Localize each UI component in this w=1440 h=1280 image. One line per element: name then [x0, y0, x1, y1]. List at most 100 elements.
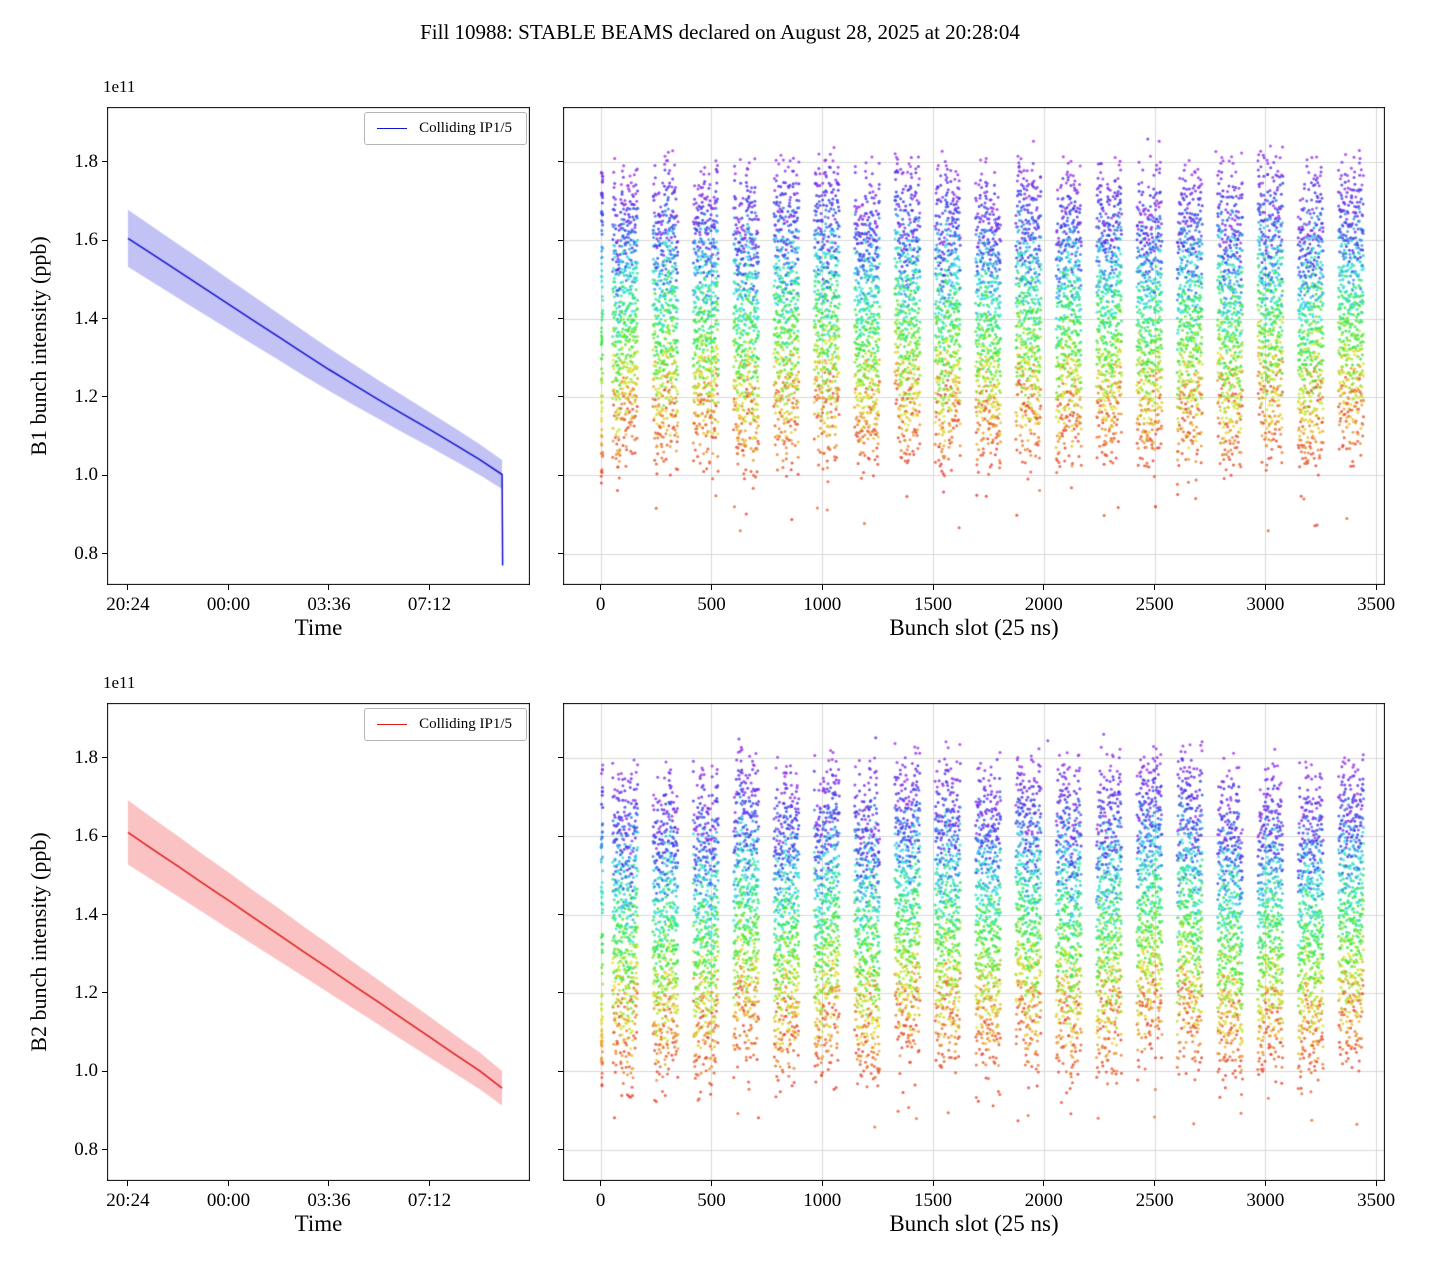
x-tick-label: 2000 — [1024, 1190, 1063, 1211]
legend-label-b2: Colliding IP1/5 — [419, 716, 512, 732]
figure-title: Fill 10988: STABLE BEAMS declared on Aug… — [420, 20, 1020, 44]
y-tick-label: 1.0 — [74, 464, 98, 486]
x-tick-mark — [328, 1181, 330, 1186]
subplot-b1-intensity-vs-time: 1e11 B1 bunch intensity (ppb) Time Colli… — [26, 77, 530, 640]
x-axis-label-bunch-slot-top: Bunch slot (25 ns) — [889, 615, 1059, 640]
x-tick-mark — [1375, 1181, 1377, 1186]
x-tick-label: 3500 — [1357, 1190, 1396, 1211]
x-tick-label: 20:24 — [106, 594, 150, 615]
x-tick-mark — [328, 585, 330, 590]
y-tick-mark — [558, 914, 563, 916]
y-tick-mark — [558, 757, 563, 759]
x-tick-label: 1000 — [803, 594, 842, 615]
x-tick-label: 03:36 — [307, 594, 351, 615]
y-tick-mark — [558, 835, 563, 837]
y-tick-mark — [558, 992, 563, 994]
x-tick-label: 03:36 — [307, 1190, 351, 1211]
x-tick-mark — [127, 1181, 129, 1186]
legend-b1: Colliding IP1/5 — [364, 112, 527, 145]
x-tick-label: 20:24 — [106, 1190, 150, 1211]
y-tick-mark — [558, 474, 563, 476]
y-tick-mark — [102, 396, 107, 398]
y-tick-mark — [558, 1149, 563, 1151]
y-tick-mark — [102, 1070, 107, 1072]
y-tick-mark — [102, 835, 107, 837]
x-tick-mark — [1264, 1181, 1266, 1186]
x-tick-mark — [932, 1181, 934, 1186]
x-tick-label: 1500 — [914, 1190, 952, 1211]
subplot-b2-intensity-vs-bunch-slot: Bunch slot (25 ns) — [563, 703, 1385, 1236]
y-axis-label-b2: B2 bunch intensity (ppb) — [26, 832, 51, 1052]
x-tick-label: 2000 — [1024, 594, 1063, 615]
y-tick-label: 1.6 — [74, 825, 98, 847]
x-tick-mark — [710, 585, 712, 590]
y-tick-mark — [558, 318, 563, 320]
y-tick-mark — [102, 992, 107, 994]
x-tick-mark — [1043, 585, 1045, 590]
plot-area-b2-bunch-slot — [563, 703, 1385, 1181]
subplot-b2-intensity-vs-time: 1e11 B2 bunch intensity (ppb) Time Colli… — [26, 673, 530, 1236]
y-tick-mark — [102, 553, 107, 555]
x-axis-label-time-bottom: Time — [294, 1211, 343, 1236]
x-tick-mark — [428, 1181, 430, 1186]
y-tick-mark — [102, 239, 107, 241]
subplot-b1-intensity-vs-bunch-slot: Bunch slot (25 ns) — [563, 107, 1385, 640]
x-tick-mark — [600, 585, 602, 590]
y-tick-mark — [102, 1149, 107, 1151]
x-tick-label: 0 — [595, 1190, 606, 1211]
x-tick-label: 2500 — [1135, 1190, 1174, 1211]
x-tick-mark — [1375, 585, 1377, 590]
x-tick-mark — [1043, 1181, 1045, 1186]
x-tick-label: 3500 — [1357, 594, 1396, 615]
x-tick-mark — [1264, 585, 1266, 590]
y-tick-label: 1.2 — [74, 981, 98, 1003]
x-tick-label: 07:12 — [407, 594, 452, 615]
y-tick-mark — [102, 474, 107, 476]
legend-label-b1: Colliding IP1/5 — [419, 120, 512, 136]
x-tick-label: 1500 — [914, 594, 952, 615]
y-tick-label: 1.4 — [74, 903, 98, 925]
y-tick-mark — [102, 161, 107, 163]
plot-area-b1-time — [107, 107, 530, 585]
x-tick-label: 3000 — [1246, 1190, 1285, 1211]
x-tick-mark — [227, 585, 229, 590]
x-tick-label: 00:00 — [206, 1190, 251, 1211]
y-tick-label: 0.8 — [74, 1138, 98, 1160]
y-axis-offset-label: 1e11 — [103, 77, 136, 96]
x-tick-mark — [1154, 585, 1156, 590]
x-tick-label: 0 — [595, 594, 606, 615]
y-tick-mark — [558, 161, 563, 163]
y-tick-mark — [102, 914, 107, 916]
y-tick-mark — [102, 318, 107, 320]
x-tick-mark — [127, 585, 129, 590]
x-tick-label: 1000 — [803, 1190, 842, 1211]
y-tick-label: 1.0 — [74, 1060, 98, 1082]
x-tick-label: 00:00 — [206, 594, 251, 615]
x-tick-label: 07:12 — [407, 1190, 452, 1211]
y-tick-label: 0.8 — [74, 542, 98, 564]
x-tick-mark — [600, 1181, 602, 1186]
plot-area-b2-time — [107, 703, 530, 1181]
x-tick-label: 500 — [697, 1190, 726, 1211]
legend-line-sample-blue — [377, 128, 408, 129]
y-tick-label: 1.8 — [74, 150, 98, 172]
y-axis-offset-label: 1e11 — [103, 673, 136, 692]
x-axis-label-bunch-slot-bottom: Bunch slot (25 ns) — [889, 1211, 1059, 1236]
y-tick-mark — [102, 757, 107, 759]
y-tick-label: 1.6 — [74, 229, 98, 251]
x-tick-mark — [1154, 1181, 1156, 1186]
y-tick-label: 1.8 — [74, 746, 98, 768]
y-tick-mark — [558, 239, 563, 241]
x-tick-mark — [821, 585, 823, 590]
plot-area-b1-bunch-slot — [563, 107, 1385, 585]
x-tick-mark — [428, 585, 430, 590]
x-tick-mark — [227, 1181, 229, 1186]
x-tick-mark — [821, 1181, 823, 1186]
x-tick-label: 500 — [697, 594, 726, 615]
legend-b2: Colliding IP1/5 — [364, 708, 527, 741]
y-tick-mark — [558, 553, 563, 555]
x-tick-mark — [932, 585, 934, 590]
y-tick-label: 1.2 — [74, 385, 98, 407]
y-tick-label: 1.4 — [74, 307, 98, 329]
y-axis-label-b1: B1 bunch intensity (ppb) — [26, 236, 51, 456]
